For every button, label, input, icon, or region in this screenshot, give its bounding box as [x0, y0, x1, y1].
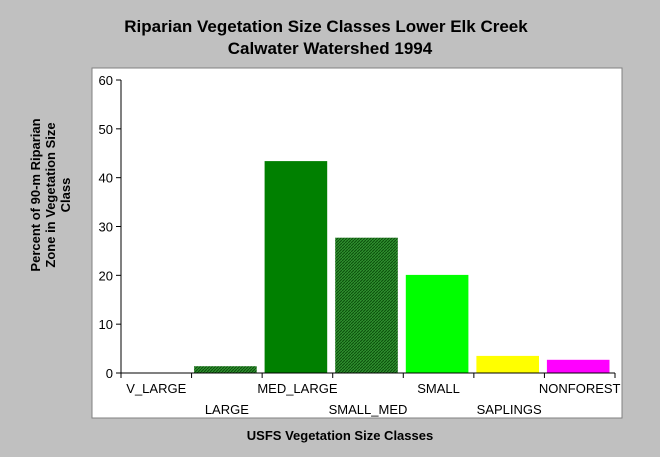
y-tick-label: 20 — [99, 268, 113, 283]
y-axis-title-line-2: Zone in Vegetation Size — [43, 122, 58, 267]
x-axis-title: USFS Vegetation Size Classes — [247, 428, 433, 443]
y-axis-title: Percent of 90-m Riparian Zone in Vegetat… — [28, 118, 73, 271]
x-tick-label-saplings: SAPLINGS — [477, 402, 542, 417]
x-tick-label-nonforest: NONFOREST — [539, 381, 621, 396]
y-tick-label: 30 — [99, 220, 113, 235]
bar-large — [193, 365, 258, 374]
y-axis-title-line-1: Percent of 90-m Riparian — [28, 118, 43, 271]
bar-med-large — [263, 160, 329, 374]
y-tick-label: 50 — [99, 122, 113, 137]
bars-group — [193, 160, 611, 374]
bar-nonforest — [545, 358, 611, 374]
y-tick-label: 0 — [106, 366, 113, 381]
x-tick-label-small-med: SMALL_MED — [329, 402, 408, 417]
x-axis: V_LARGE LARGE MED_LARGE SMALL_MED SMALL SAPLI… — [120, 372, 621, 417]
x-tick-label-v-large: V_LARGE — [126, 381, 186, 396]
y-tick-label: 10 — [99, 317, 113, 332]
bar-saplings — [475, 354, 540, 374]
chart-title-line-1: Riparian Vegetation Size Classes Lower E… — [124, 17, 528, 36]
bar-small-med — [334, 236, 399, 374]
x-tick-label-large: LARGE — [205, 402, 249, 417]
bar-small — [404, 273, 470, 374]
y-axis-title-line-3: Class — [58, 178, 73, 213]
y-axis: 0 10 20 30 40 50 60 — [99, 73, 122, 381]
chart-title-line-2: Calwater Watershed 1994 — [228, 39, 433, 58]
y-tick-label: 60 — [99, 73, 113, 88]
x-tick-label-med-large: MED_LARGE — [257, 381, 338, 396]
y-tick-label: 40 — [99, 171, 113, 186]
x-tick-label-small: SMALL — [417, 381, 460, 396]
